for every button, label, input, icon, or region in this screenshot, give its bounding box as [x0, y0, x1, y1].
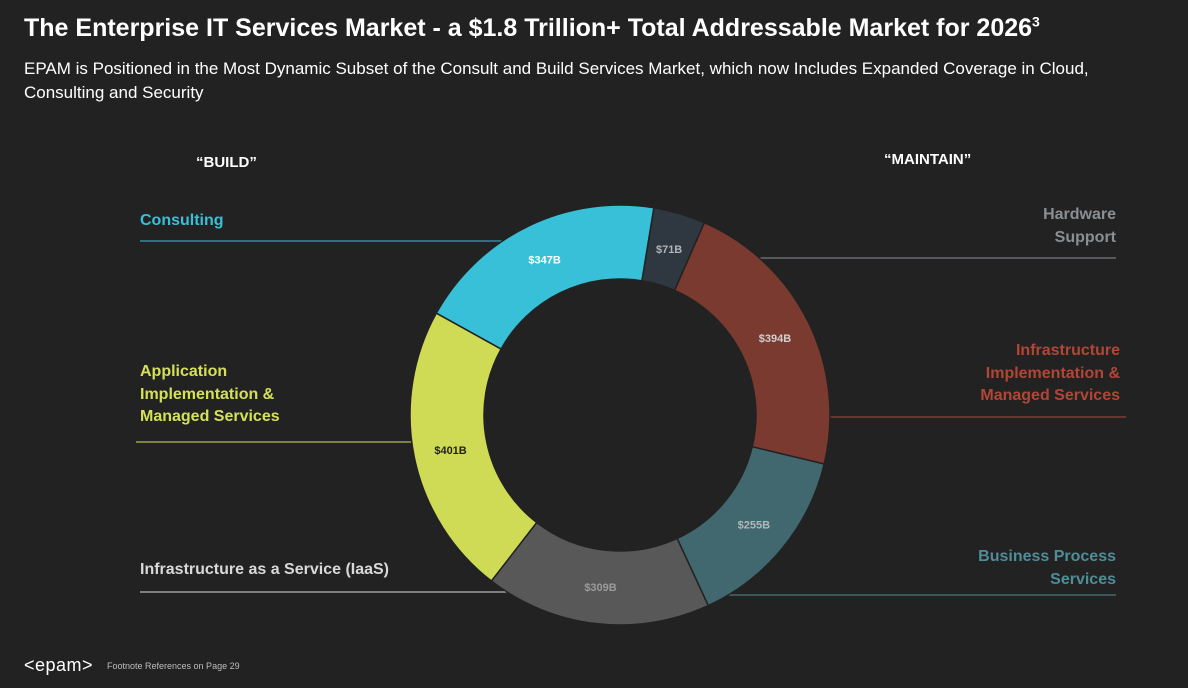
donut-segment-infrastructure-implementation-managed-services [673, 221, 831, 465]
label-business-process-services: Business Process Services [978, 548, 1116, 588]
value-label-hardware-support: $71B [656, 244, 682, 256]
value-label-consulting: $347B [528, 254, 560, 266]
value-label-application-implementation-managed-services: $401B [434, 445, 466, 457]
label-iaas: Infrastructure as a Service (IaaS) [140, 561, 390, 578]
label-application-implementation: Application Implementation & Managed Ser… [140, 363, 280, 425]
page-subtitle: EPAM is Positioned in the Most Dynamic S… [24, 59, 1089, 102]
label-hardware-support: Hardware Support [1043, 206, 1116, 246]
label-consulting: Consulting [140, 212, 224, 229]
epam-logo: <epam> [24, 655, 94, 675]
page-title: The Enterprise IT Services Market - a $1… [24, 13, 1040, 42]
label-infrastructure-implementation: Infrastructure Implementation & Managed … [980, 342, 1120, 404]
footnote: Footnote References on Page 29 [107, 661, 240, 671]
value-label-business-process-services: $255B [738, 520, 770, 532]
donut-segment-application-implementation-managed-services [409, 312, 538, 583]
value-label-infrastructure-implementation-managed-services: $394B [759, 333, 791, 345]
donut-segment-consulting [435, 204, 655, 351]
build-header: “BUILD” [196, 154, 257, 171]
maintain-header: “MAINTAIN” [884, 151, 972, 168]
value-label-infrastructure-as-a-service-iaas: $309B [584, 582, 616, 594]
